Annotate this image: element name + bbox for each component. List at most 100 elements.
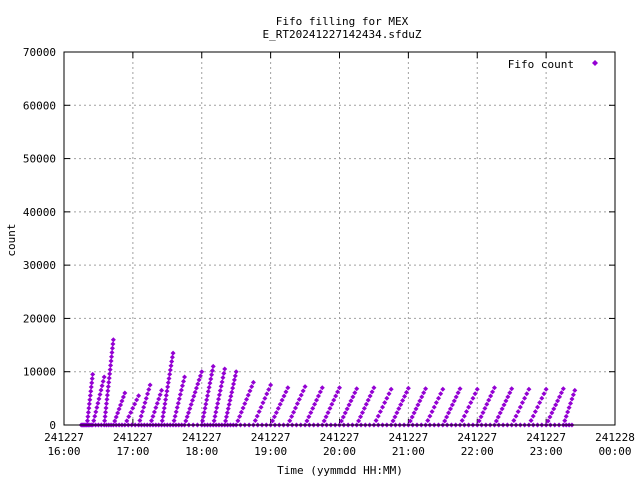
data-point: [501, 402, 507, 408]
data-point: [220, 375, 226, 381]
y-tick-label: 0: [49, 419, 56, 432]
x-tick-date: 241227: [389, 431, 429, 444]
data-point: [535, 404, 541, 410]
data-point: [321, 418, 327, 424]
data-point: [329, 401, 335, 407]
data-point: [497, 410, 503, 416]
data-point: [275, 405, 281, 411]
data-point: [113, 414, 119, 420]
data-point: [179, 383, 185, 389]
data-point: [139, 409, 145, 415]
data-point: [530, 413, 536, 419]
data-point: [367, 393, 373, 399]
data-point: [302, 384, 308, 390]
data-point: [296, 396, 302, 402]
data-point: [95, 400, 101, 406]
data-point: [218, 383, 224, 389]
data-point: [565, 409, 571, 415]
x-tick-time: 17:00: [116, 445, 149, 458]
data-point: [358, 414, 364, 420]
data-point: [499, 406, 505, 412]
data-point: [201, 409, 207, 415]
data-point: [513, 413, 519, 419]
data-point: [354, 386, 360, 392]
data-point: [323, 414, 329, 420]
data-point: [191, 393, 197, 399]
data-point: [88, 388, 94, 394]
data-point: [183, 418, 189, 424]
data-point: [122, 390, 128, 396]
data-point: [124, 418, 130, 424]
data-point: [172, 413, 178, 419]
data-point: [396, 406, 402, 412]
data-point: [419, 394, 425, 400]
data-point: [154, 400, 160, 406]
data-point: [563, 413, 569, 419]
data-point: [235, 418, 241, 424]
data-point: [209, 368, 215, 374]
data-point: [493, 418, 499, 424]
data-point: [377, 409, 383, 415]
data-point: [225, 406, 231, 412]
data-point: [352, 390, 358, 396]
data-point: [306, 414, 312, 420]
x-tick-date: 241227: [182, 431, 222, 444]
data-point: [240, 405, 246, 411]
data-point: [215, 400, 221, 406]
data-point: [333, 393, 339, 399]
data-point: [188, 402, 194, 408]
data-point: [319, 385, 325, 391]
data-point: [425, 418, 431, 424]
x-tick-date: 241227: [526, 431, 566, 444]
data-point: [156, 396, 162, 402]
data-point: [238, 409, 244, 415]
data-point: [256, 409, 262, 415]
data-point: [212, 413, 218, 419]
data-point: [511, 418, 517, 424]
data-point: [97, 391, 103, 397]
data-point: [227, 397, 233, 403]
data-point: [85, 409, 91, 415]
x-tick-date: 241227: [44, 431, 84, 444]
data-point: [436, 395, 442, 401]
data-point: [96, 396, 102, 402]
data-point: [119, 398, 125, 404]
data-point: [558, 390, 564, 396]
data-point: [130, 405, 136, 411]
data-point: [118, 402, 124, 408]
x-tick-time: 19:00: [254, 445, 287, 458]
data-point: [109, 345, 115, 351]
x-tick-date: 241227: [320, 431, 360, 444]
data-point: [161, 409, 167, 415]
data-point: [421, 390, 427, 396]
data-point: [110, 341, 116, 347]
legend-marker: [592, 60, 598, 66]
data-point: [478, 414, 484, 420]
data-point: [453, 394, 459, 400]
data-point: [402, 393, 408, 399]
data-point: [388, 386, 394, 392]
y-tick-label: 10000: [23, 366, 56, 379]
data-point: [178, 387, 184, 393]
data-point: [390, 418, 396, 424]
data-point: [392, 414, 398, 420]
data-point: [221, 370, 227, 376]
data-point: [180, 378, 186, 384]
data-point: [137, 418, 143, 424]
legend-label: Fifo count: [508, 58, 574, 71]
grid: [64, 52, 615, 425]
data-point: [92, 413, 98, 419]
data-point: [110, 337, 116, 343]
data-point: [102, 413, 108, 419]
data-point: [398, 402, 404, 408]
data-point: [560, 386, 566, 392]
data-point: [291, 409, 297, 415]
data-point: [543, 386, 549, 392]
data-point: [566, 405, 572, 411]
x-tick-date: 241228: [595, 431, 635, 444]
data-point: [99, 383, 105, 389]
data-point: [151, 409, 157, 415]
data-point: [570, 392, 576, 398]
data-point: [484, 401, 490, 407]
